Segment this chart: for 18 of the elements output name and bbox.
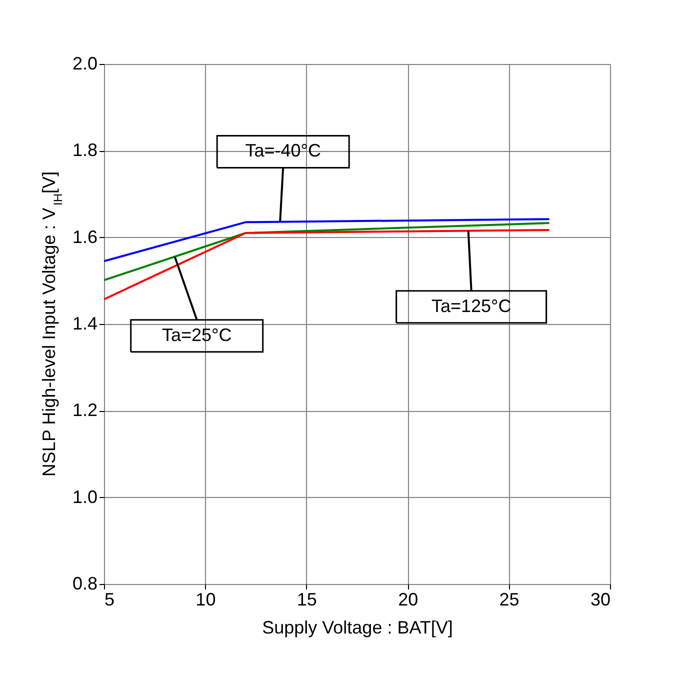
y-tick-label: 1.8 [72, 140, 98, 160]
y-tick-label: 1.0 [72, 486, 98, 507]
x-tick-label: 15 [296, 590, 317, 610]
y-tick-label: 1.4 [72, 314, 98, 334]
y-tick-label: 1.2 [72, 400, 98, 420]
x-tick-label: 10 [196, 590, 216, 610]
y-axis-title: NSLP High-level Input Voltage : VIH[V] [39, 171, 65, 477]
annotation: Ta=125°C [431, 296, 512, 316]
y-tick-label: 2.0 [72, 54, 98, 74]
y-tick-label: 0.8 [72, 574, 98, 594]
x-tick-label: 25 [499, 590, 520, 610]
annotation: Ta=-40°C [245, 140, 321, 161]
x-tick-label: 5 [104, 590, 115, 610]
y-tick-label: 1.6 [72, 226, 98, 247]
x-tick-label: 20 [398, 590, 418, 610]
x-axis-title: Supply Voltage : BAT[V] [262, 618, 453, 638]
annotation: Ta=25°C [162, 324, 232, 345]
x-tick-label: 30 [590, 590, 610, 610]
